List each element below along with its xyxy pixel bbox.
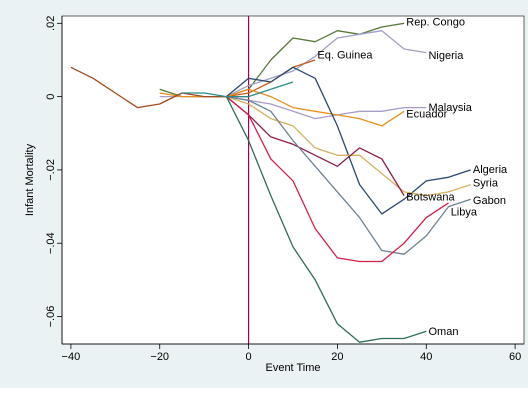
series-line-unnamed-11 (70, 66, 249, 109)
y-tick-label: −.04 (45, 232, 57, 254)
series-label: Botswana (406, 191, 455, 203)
y-tick-label: −.06 (45, 306, 57, 328)
x-tick-label: −20 (150, 351, 169, 363)
x-axis-label: Event Time (265, 362, 320, 374)
series-line-botswana (225, 96, 405, 196)
series-label: Algeria (473, 164, 508, 176)
series-label: Malaysia (428, 102, 472, 114)
x-tick-label: 60 (509, 351, 521, 363)
y-axis-label: Infant Mortality (24, 143, 36, 216)
y-tick-label: .02 (45, 16, 57, 31)
y-tick-label: 0 (45, 94, 57, 100)
series-line-syria (226, 95, 471, 197)
series-label: Oman (428, 326, 458, 338)
series-label: Libya (451, 206, 478, 218)
axes-group: −40 −20 0 20 40 60 .02 0 −.02 −.04 −.06 (45, 16, 524, 363)
series-label: Nigeria (428, 50, 464, 62)
series-label: Gabon (473, 195, 506, 207)
series-label: Syria (473, 178, 499, 190)
annotations-group: Rep. Congo Eq. Guinea Nigeria MalaysiaEcuad… (317, 16, 508, 338)
series-line-unnamed-12 (181, 81, 294, 98)
series-label: Rep. Congo (406, 16, 465, 28)
x-tick-label: 20 (331, 351, 343, 363)
x-tick-label: 0 (246, 351, 252, 363)
y-tick-label: −.02 (45, 159, 57, 181)
series-line-nigeria (226, 30, 427, 98)
x-tick-label: −40 (62, 351, 81, 363)
series-group (70, 22, 471, 343)
series-line-libya (225, 96, 449, 263)
series-label: Eq. Guinea (317, 49, 373, 61)
x-tick-label: 40 (420, 351, 432, 363)
series-line-oman (225, 96, 427, 343)
series-line-gabon (226, 95, 471, 255)
series-label: Ecuador (406, 108, 447, 120)
